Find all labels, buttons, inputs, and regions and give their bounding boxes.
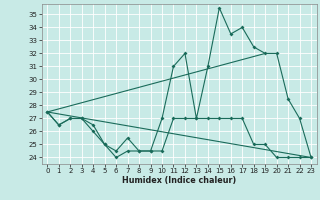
X-axis label: Humidex (Indice chaleur): Humidex (Indice chaleur) xyxy=(122,176,236,185)
